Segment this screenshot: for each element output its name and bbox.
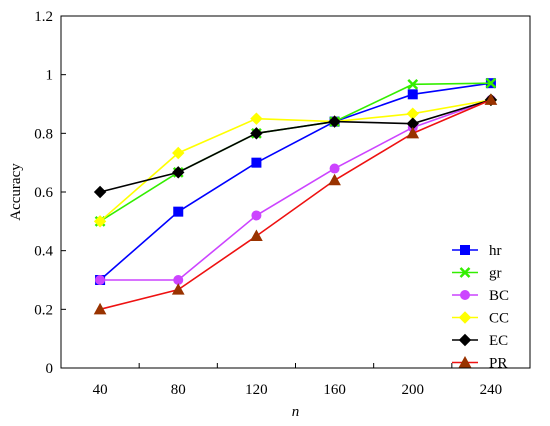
data-point-PR <box>171 283 185 295</box>
legend-marker <box>458 355 472 368</box>
data-point-BC <box>251 210 262 221</box>
data-point-EC <box>172 166 185 179</box>
data-point-hr <box>251 157 262 168</box>
data-point-CC <box>93 215 107 228</box>
y-axis-label: Accuracy <box>8 163 24 221</box>
legend-label: hr <box>489 243 502 259</box>
legend-item-PR: PR <box>452 356 507 372</box>
data-point-CC <box>250 112 263 125</box>
series-EC <box>93 93 498 199</box>
legend-label: gr <box>489 266 502 282</box>
x-tick-label: 40 <box>93 382 108 398</box>
y-tick-label: 1.2 <box>34 9 53 25</box>
y-tick-label: 0.6 <box>34 185 53 201</box>
legend-marker <box>459 267 471 278</box>
y-tick-label: 0 <box>46 361 54 377</box>
y-tick-label: 1 <box>46 68 54 84</box>
data-point-hr <box>407 89 418 100</box>
data-point-hr <box>173 206 184 217</box>
x-tick-label: 240 <box>480 382 503 398</box>
axes-layer: 0 0.2 0.4 0.6 0.8 1 1.2 40 80 120 160 200 240 <box>34 9 531 398</box>
series-line-EC <box>99 99 492 193</box>
legend-item-CC: CC <box>452 311 509 327</box>
data-point-BC <box>329 163 340 174</box>
legend-label: CC <box>489 311 509 327</box>
series-line-BC <box>100 99 492 281</box>
x-tick-label: 160 <box>323 382 346 398</box>
series-CC <box>93 93 498 228</box>
y-tick-label: 0.2 <box>34 302 53 318</box>
legend-label: BC <box>489 288 509 304</box>
legend-label: EC <box>489 333 508 349</box>
legend-marker <box>460 245 470 255</box>
legend-item-EC: EC <box>452 333 508 349</box>
legend-label: PR <box>489 356 507 372</box>
data-point-gr <box>485 77 497 89</box>
data-point-PR <box>93 302 107 315</box>
legend-item-gr: gr <box>452 266 502 282</box>
data-point-EC <box>328 115 341 128</box>
legend-marker <box>458 311 472 324</box>
y-tick-label: 0.8 <box>34 126 53 142</box>
data-point-EC <box>93 185 107 199</box>
data-point-BC <box>95 275 106 285</box>
data-point-PR <box>406 126 420 139</box>
legend-marker <box>458 333 472 347</box>
legend-marker <box>460 290 470 300</box>
data-point-gr <box>407 78 419 90</box>
series-line-CC <box>99 99 492 222</box>
series-line-hr <box>99 82 492 281</box>
legend-item-hr: hr <box>452 243 502 259</box>
legend: hr gr BC CC EC PR <box>452 243 509 372</box>
data-point-PR <box>250 229 263 241</box>
data-point-CC <box>172 146 185 160</box>
series-gr <box>94 77 497 227</box>
series-line-gr <box>99 82 491 223</box>
data-point-PR <box>328 173 341 186</box>
x-axis-label: n <box>292 404 300 420</box>
x-tick-label: 80 <box>171 382 186 398</box>
plot-layer <box>93 77 498 315</box>
y-tick-label: 0.4 <box>34 244 53 260</box>
series-line-PR <box>99 99 492 311</box>
data-point-EC <box>250 127 263 140</box>
legend-item-BC: BC <box>452 288 509 304</box>
x-tick-label: 200 <box>402 382 425 398</box>
series-PR <box>93 93 498 315</box>
data-point-PR <box>484 93 498 105</box>
x-tick-label: 120 <box>245 382 268 398</box>
